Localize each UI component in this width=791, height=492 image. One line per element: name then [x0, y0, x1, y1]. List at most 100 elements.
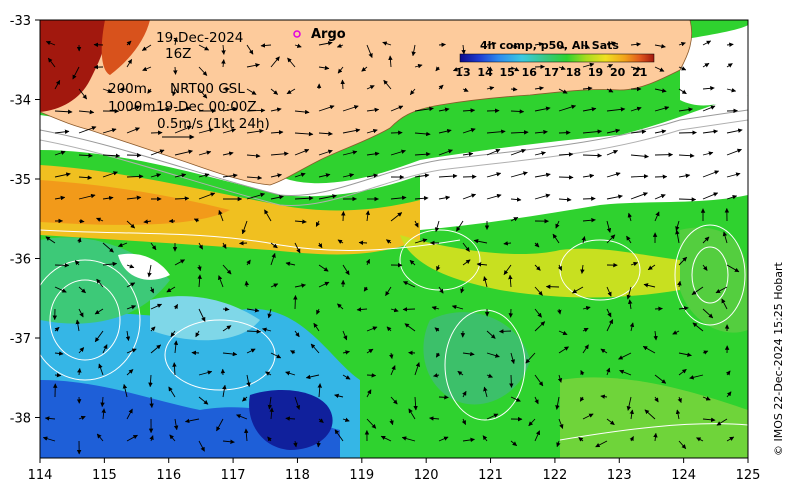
current-vector [285, 416, 296, 421]
current-vector [77, 237, 82, 244]
current-vector [678, 306, 689, 311]
current-vector [198, 173, 210, 178]
current-vector [174, 125, 192, 134]
current-vector [126, 264, 135, 269]
current-vector [340, 79, 345, 90]
current-vector [580, 264, 585, 274]
current-vector [356, 307, 368, 312]
current-vector [678, 440, 687, 450]
credit-text: © IMOS 22-Dec-2024 15:25 Hobart [772, 261, 785, 456]
current-vector [462, 259, 471, 266]
current-vector [342, 417, 350, 422]
current-vector [654, 106, 670, 112]
current-vector [198, 192, 216, 200]
current-vector [582, 173, 595, 179]
current-vector [606, 107, 626, 112]
current-vector [582, 413, 594, 420]
current-vector [382, 41, 392, 46]
current-vector [358, 240, 368, 246]
current-vector [334, 393, 344, 399]
current-vector [242, 396, 248, 402]
current-vector [174, 106, 191, 112]
current-vector [438, 84, 444, 90]
current-vector [582, 344, 589, 354]
current-vector [510, 217, 519, 222]
current-vector [726, 391, 732, 398]
current-vector [388, 55, 393, 68]
current-vector [534, 286, 543, 296]
current-vector [722, 231, 728, 244]
current-vector [606, 64, 614, 69]
current-vector [534, 374, 544, 387]
current-vector [72, 66, 80, 80]
colorbar-tick-label: 21 [632, 66, 647, 79]
current-vector [642, 346, 656, 354]
current-vector [54, 286, 67, 293]
current-vector [94, 308, 104, 315]
current-vector [619, 369, 632, 376]
current-vector [595, 440, 608, 448]
current-vector [654, 66, 665, 72]
current-vector [510, 352, 516, 365]
lat-tick-label: -36 [10, 253, 31, 268]
current-vector [318, 131, 333, 136]
current-vector [236, 414, 248, 420]
current-vector [126, 282, 136, 288]
cloud-mask-coastal [40, 95, 748, 230]
current-vector [198, 396, 209, 405]
lon-tick-label: 116 [156, 468, 181, 483]
current-vector [462, 108, 476, 113]
current-vector [149, 435, 154, 442]
current-vector [168, 386, 176, 398]
current-vector [678, 88, 687, 95]
current-vector [582, 107, 597, 112]
current-vector [198, 150, 212, 156]
current-vector [216, 418, 224, 432]
current-vector [606, 319, 614, 332]
current-vector [337, 66, 344, 74]
current-vector [482, 435, 488, 442]
current-vector [222, 151, 234, 156]
current-vector [483, 276, 488, 288]
current-vector [630, 174, 649, 179]
map-field [40, 20, 748, 458]
lat-tick-label: -34 [10, 94, 31, 109]
current-vector [580, 369, 585, 376]
current-vector [366, 173, 379, 178]
current-vector [45, 40, 56, 46]
current-vector [534, 172, 551, 178]
current-vector [150, 242, 157, 251]
current-vector [363, 286, 369, 292]
current-vector [456, 220, 464, 232]
lon-tick-label: 125 [736, 468, 761, 483]
current-vector [510, 171, 528, 178]
current-vector [365, 258, 370, 266]
current-vector [198, 66, 208, 76]
current-vector [558, 44, 565, 49]
current-vector [534, 86, 544, 91]
current-vector [606, 418, 615, 426]
current-vector [366, 128, 378, 134]
current-vector [221, 59, 226, 68]
current-vector [510, 109, 525, 114]
current-vector [78, 193, 96, 200]
current-vector [222, 264, 232, 275]
current-vector [582, 86, 593, 91]
current-vector [246, 63, 260, 68]
current-vector [462, 193, 477, 200]
current-vector [716, 418, 728, 426]
current-vector [193, 218, 200, 223]
current-vector [267, 436, 272, 442]
current-vector [461, 418, 467, 426]
current-vector [404, 323, 416, 332]
current-vector [341, 211, 346, 222]
colorbar [459, 53, 655, 63]
current-vector [342, 173, 355, 178]
current-vector [579, 396, 585, 402]
current-vector [294, 131, 314, 137]
current-vector [54, 172, 71, 178]
current-vector [270, 252, 276, 266]
colorbar-tick-label: 13 [455, 66, 470, 79]
current-vector [317, 242, 323, 249]
